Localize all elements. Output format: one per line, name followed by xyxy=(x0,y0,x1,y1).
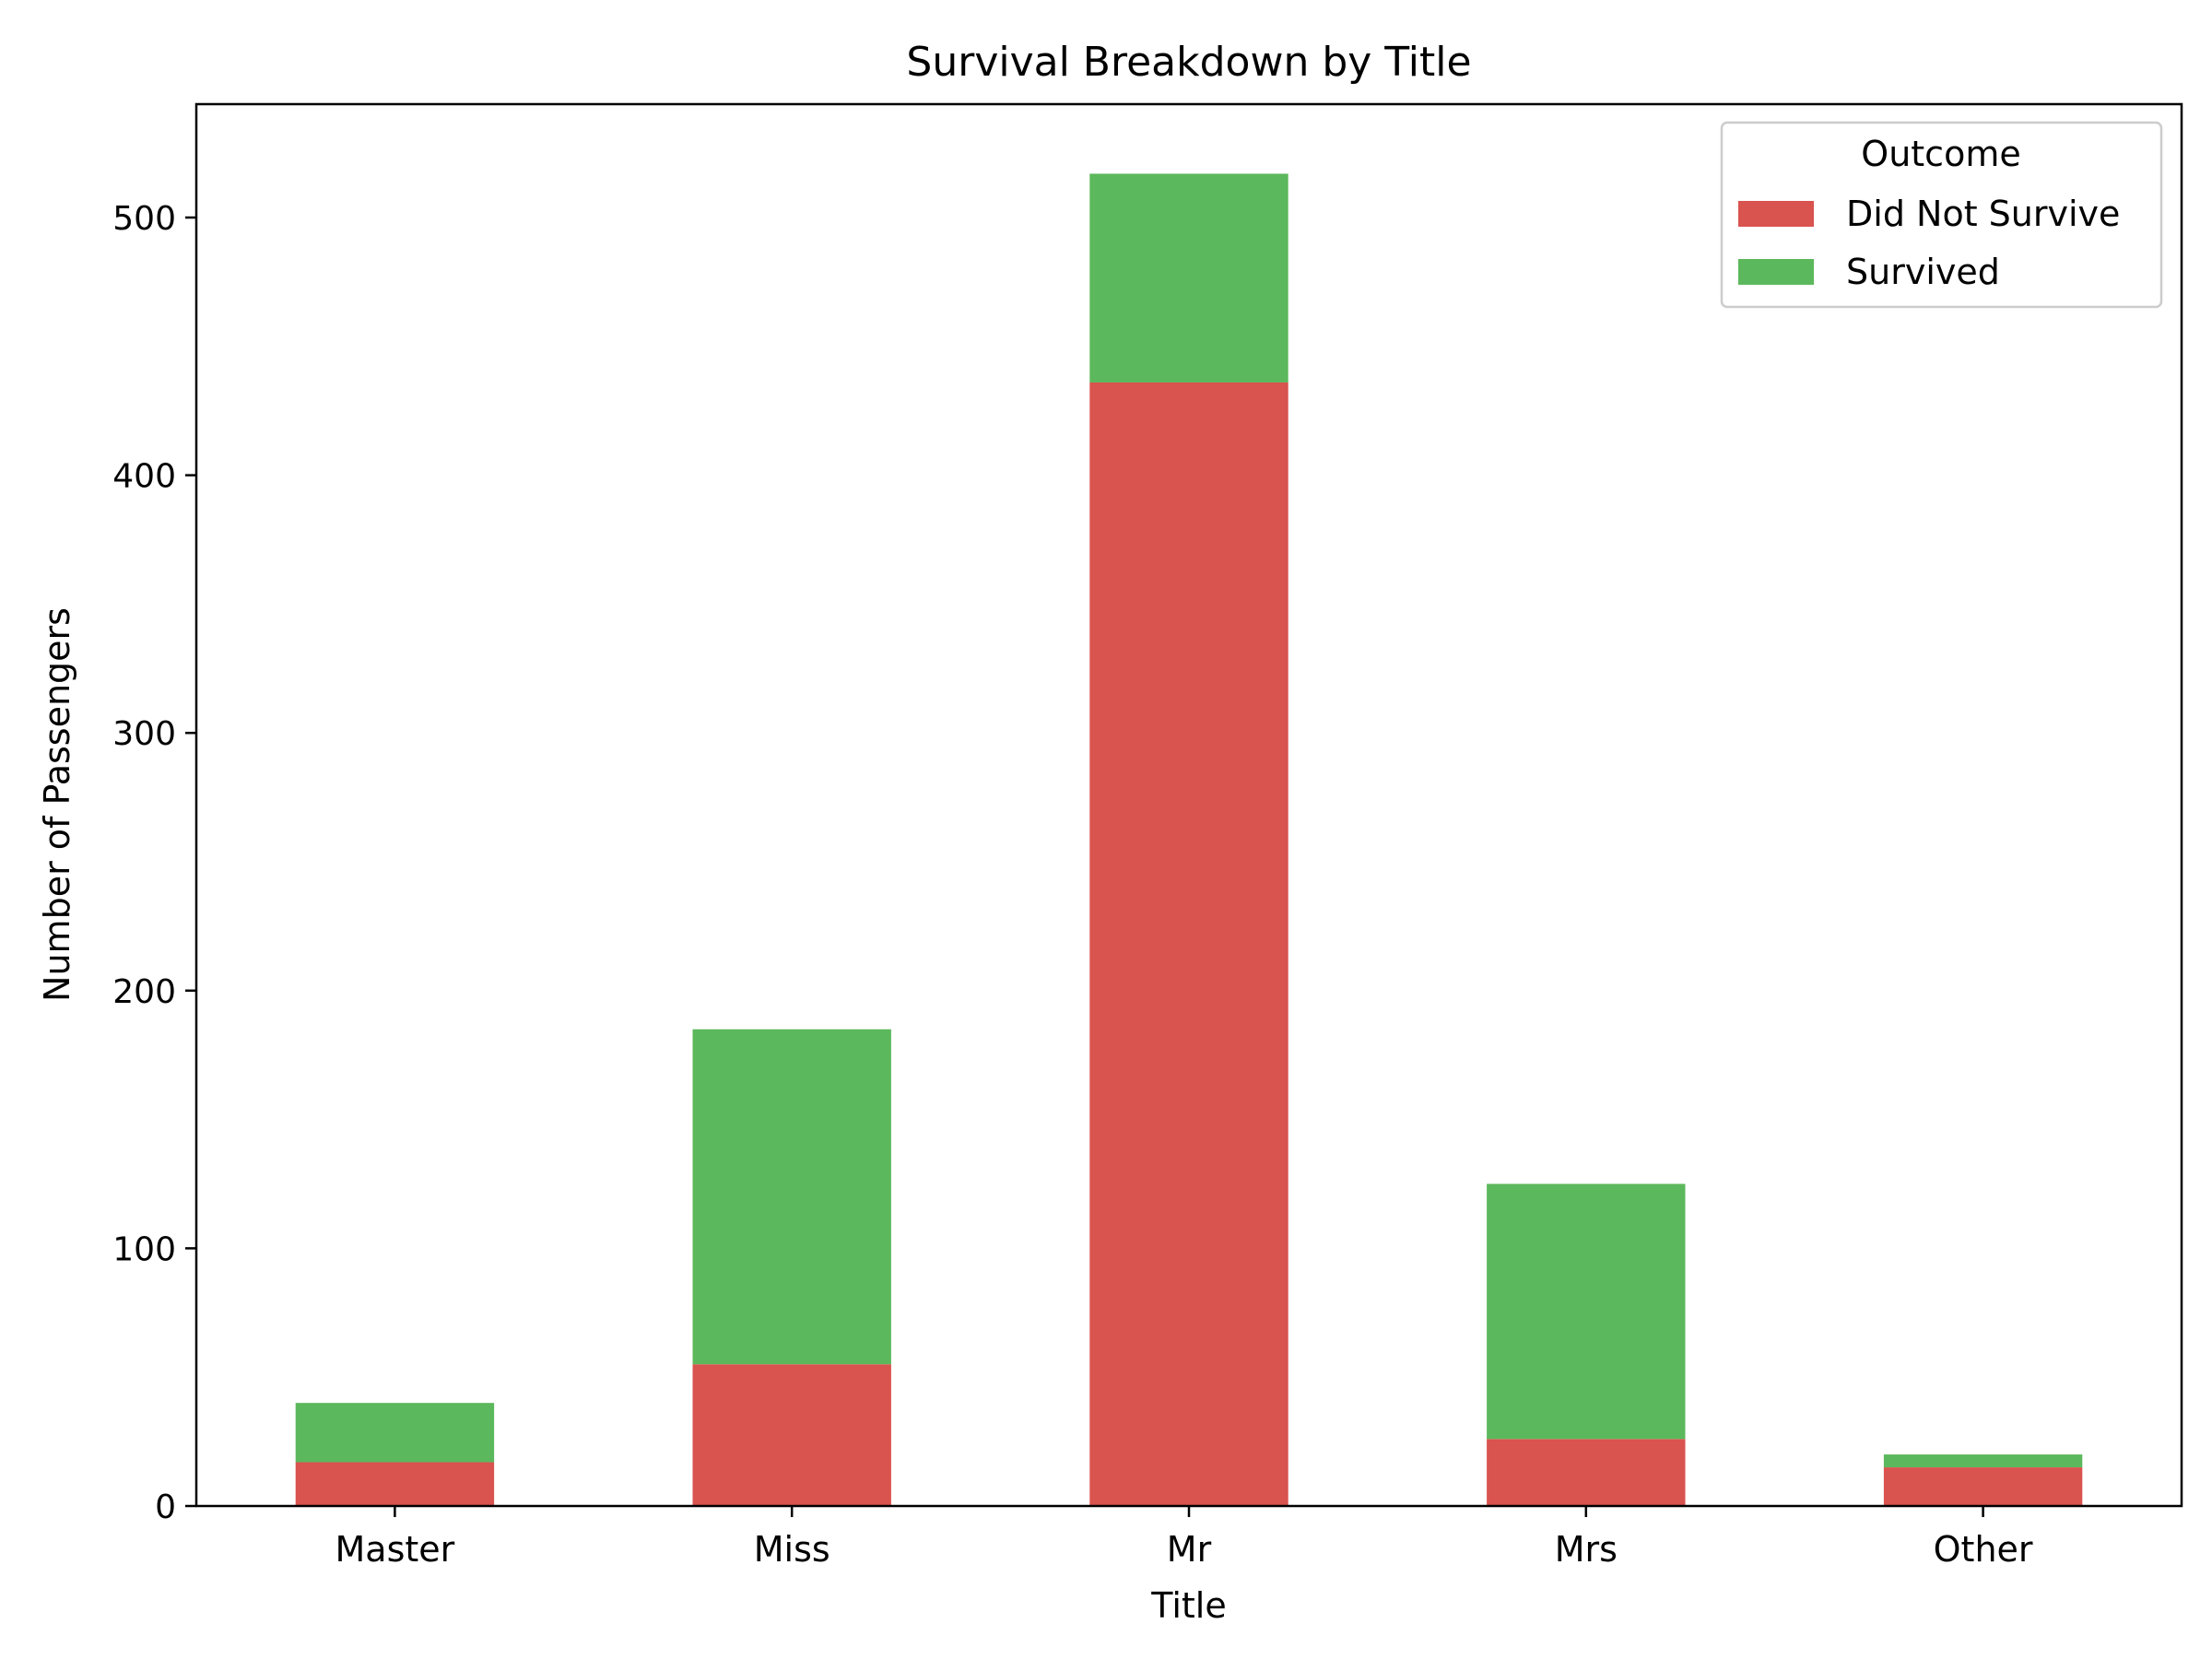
y-tick-label: 0 xyxy=(155,1488,176,1526)
x-axis: Master Miss Mr Mrs Other xyxy=(335,1506,2033,1570)
y-tick-label: 100 xyxy=(112,1230,176,1268)
bar-survived-mrs xyxy=(1487,1183,1686,1440)
bar-survived-miss xyxy=(692,1029,891,1365)
legend-title: Outcome xyxy=(1861,134,2020,174)
legend: Outcome Did Not Survive Survived xyxy=(1720,121,2163,309)
x-tick-label: Other xyxy=(1934,1529,2033,1570)
legend-label-survived: Survived xyxy=(1846,252,2000,292)
y-tick-label: 200 xyxy=(112,973,176,1011)
bars-layer xyxy=(295,173,2083,1506)
bar-survived-mr xyxy=(1089,173,1288,382)
bar-did-not-survive-miss xyxy=(692,1364,891,1506)
y-tick-label: 300 xyxy=(112,715,176,753)
bar-did-not-survive-other xyxy=(1883,1467,2083,1506)
legend-label-did-not-survive: Did Not Survive xyxy=(1846,194,2120,234)
x-tick-label: Mr xyxy=(1167,1529,1212,1570)
y-axis: 0 100 200 300 400 500 xyxy=(112,200,196,1526)
bar-did-not-survive-mrs xyxy=(1487,1439,1686,1506)
y-tick-label: 500 xyxy=(112,200,176,238)
x-tick-label: Miss xyxy=(754,1529,830,1570)
legend-swatch-survived xyxy=(1738,259,1814,285)
bar-did-not-survive-master xyxy=(295,1462,495,1506)
x-axis-label: Title xyxy=(1150,1585,1226,1626)
x-tick-label: Mrs xyxy=(1555,1529,1618,1570)
y-tick-label: 400 xyxy=(112,458,176,496)
legend-swatch-did-not-survive xyxy=(1738,201,1814,227)
legend-frame xyxy=(1720,121,2163,309)
bar-survived-other xyxy=(1883,1454,2083,1468)
bar-survived-master xyxy=(295,1403,495,1463)
x-tick-label: Master xyxy=(335,1529,455,1570)
bar-did-not-survive-mr xyxy=(1089,382,1288,1506)
y-axis-label: Number of Passengers xyxy=(37,607,77,1002)
chart-title: Survival Breakdown by Title xyxy=(906,39,1471,86)
